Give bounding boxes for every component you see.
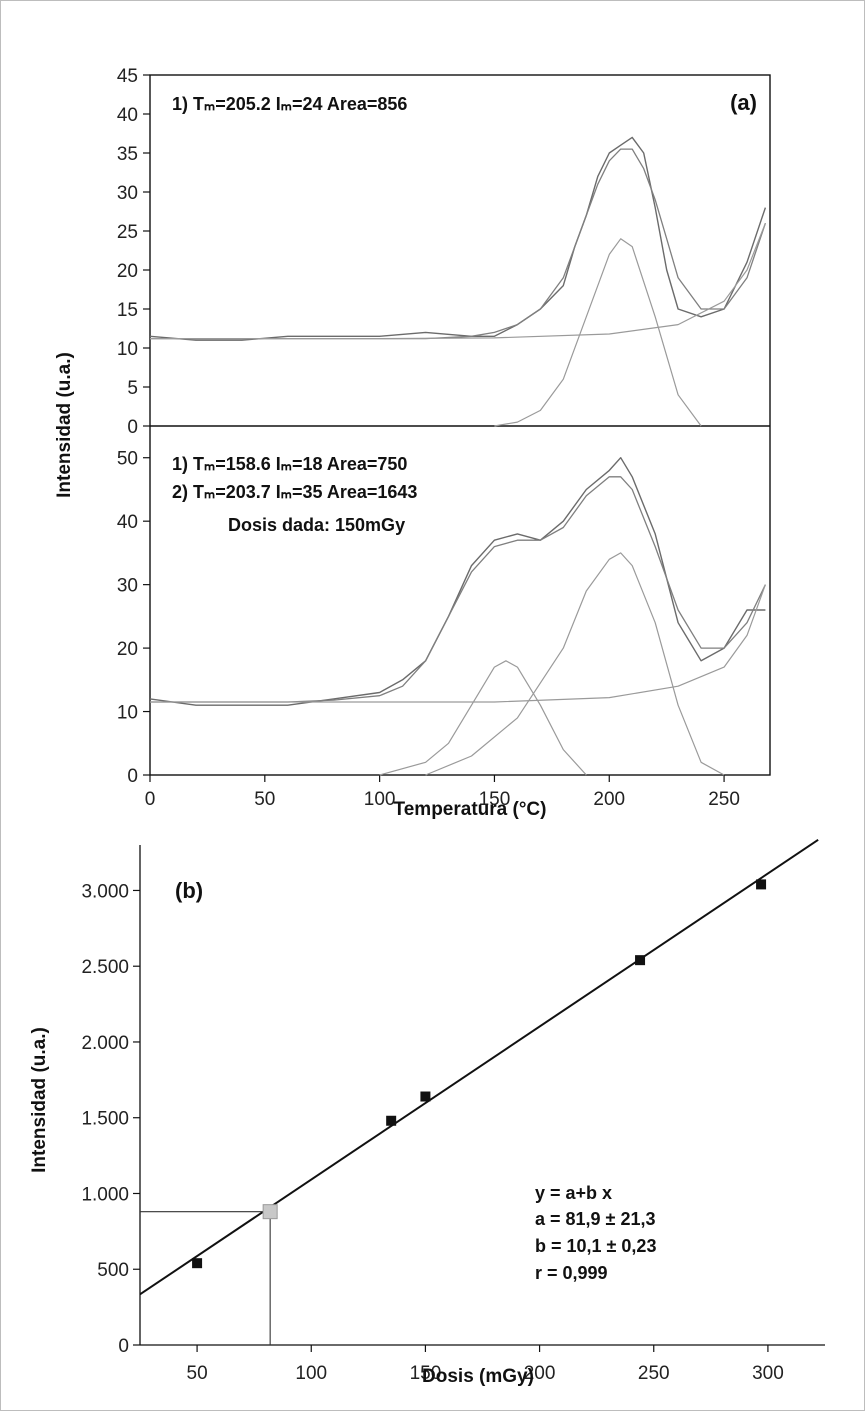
b-fit-line: [139, 839, 819, 1296]
top-y-tick-label: 45: [117, 66, 138, 87]
bottom-y-tick-label: 10: [117, 703, 138, 724]
b-y-tick-label: 500: [97, 1260, 129, 1281]
b-x-tick-label: 200: [524, 1363, 556, 1384]
fit-equation: y = a+b x: [535, 1183, 612, 1203]
bottom-series-peak-1: [379, 660, 587, 776]
bottom-y-tick-label: 20: [117, 639, 138, 660]
x-axis-label-b: Dosis (mGy): [422, 1366, 534, 1387]
b-data-point: [756, 879, 767, 890]
panel-label-b: (b): [175, 878, 203, 903]
b-x-tick-label: 100: [295, 1363, 327, 1384]
b-y-tick-label: 2.000: [81, 1033, 129, 1054]
annotation-top-1: 1) Tₘ=205.2 Iₘ=24 Area=856: [172, 94, 407, 114]
b-data-point: [386, 1115, 397, 1126]
top-y-tick-label: 15: [117, 300, 138, 321]
bottom-y-tick-label: 50: [117, 449, 138, 470]
y-axis-label-b: Intensidad (u.a.): [29, 1027, 50, 1173]
top-y-tick-label: 10: [117, 339, 138, 360]
annotation-bottom-2: 2) Tₘ=203.7 Iₘ=35 Area=1643: [172, 482, 417, 502]
y-axis-label-a: Intensidad (u.a.): [54, 352, 75, 498]
plot-bottom: 0 10 20 30 40 50 0 50 100 150 200 250: [117, 449, 766, 810]
b-x-tick-label: 300: [752, 1363, 784, 1384]
b-data-point: [635, 955, 646, 966]
panel-a-frame: [149, 74, 771, 776]
bottom-x-tick-label: 50: [254, 789, 275, 810]
b-highlight-point: [262, 1204, 278, 1220]
x-axis-label-a: Temperatura (°C): [394, 799, 547, 820]
b-y-tick-label: 3.000: [81, 881, 129, 902]
top-y-tick-label: 25: [117, 222, 138, 243]
bottom-y-tick-label: 30: [117, 576, 138, 597]
bottom-x-tick-label: 100: [364, 789, 396, 810]
fit-param-b: b = 10,1 ± 0,23: [535, 1236, 656, 1256]
bottom-y-tick-label: 40: [117, 512, 138, 533]
b-y-tick-label: 1.000: [81, 1184, 129, 1205]
plot-top: 0 5 10 15 20 25 30 35 40 45: [117, 66, 767, 438]
bottom-series-fit: [150, 476, 766, 703]
fit-param-a: a = 81,9 ± 21,3: [535, 1209, 655, 1229]
bottom-y-tick-label: 0: [127, 766, 138, 787]
bottom-x-tick-label: 200: [593, 789, 625, 810]
panel-label-a: (a): [730, 90, 757, 115]
b-x-tick-label: 50: [187, 1363, 208, 1384]
top-series-background: [150, 222, 766, 340]
bottom-x-tick-label: 150: [479, 789, 511, 810]
plot-b: 0 500 1.000 1.500 2.000 2.500 3.000 50 100 150 200…: [81, 839, 825, 1384]
b-x-tick-label: 150: [410, 1363, 442, 1384]
b-y-tick-label: 2.500: [81, 957, 129, 978]
bottom-x-tick-label: 250: [708, 789, 740, 810]
bottom-x-tick-label: 0: [145, 789, 156, 810]
top-y-tick-label: 5: [127, 378, 138, 399]
b-y-tick-label: 0: [118, 1336, 129, 1357]
top-y-tick-label: 40: [117, 105, 138, 126]
top-series-peak-1: [494, 238, 702, 427]
top-y-tick-label: 35: [117, 144, 138, 165]
annotation-bottom-1: 1) Tₘ=158.6 Iₘ=18 Area=750: [172, 454, 407, 474]
b-x-tick-label: 250: [638, 1363, 670, 1384]
top-y-tick-label: 0: [127, 417, 138, 438]
b-y-tick-label: 1.500: [81, 1109, 129, 1130]
fit-param-r: r = 0,999: [535, 1263, 608, 1283]
b-data-point: [420, 1091, 431, 1102]
annotation-bottom-3: Dosis dada: 150mGy: [228, 515, 405, 535]
b-data-point: [192, 1258, 203, 1269]
top-y-tick-label: 30: [117, 183, 138, 204]
top-y-tick-label: 20: [117, 261, 138, 282]
bottom-series-peak-2: [425, 552, 725, 776]
bottom-series-background: [150, 584, 766, 703]
